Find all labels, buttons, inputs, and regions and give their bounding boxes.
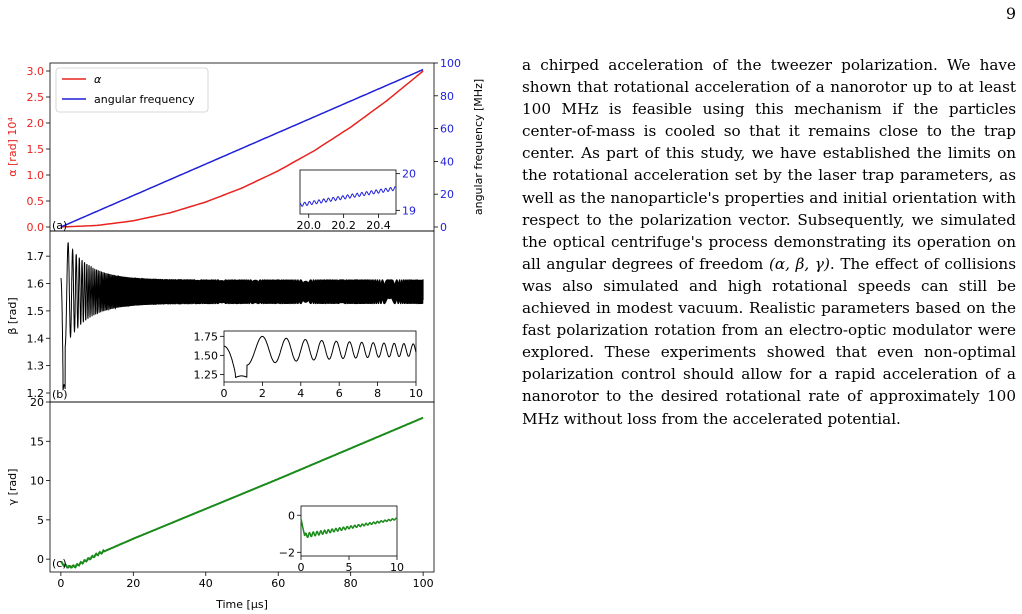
body-paragraph: a chirped acceleration of the tweezer po…: [522, 54, 1016, 430]
panel-c-x-ticks: 0 20 40 60 80 100: [57, 572, 434, 590]
panel-a-label: (a): [52, 219, 67, 232]
panel-a-inset-x-tick-label: 20.2: [331, 219, 356, 232]
body-text-2: . The effect of collisions was also simu…: [522, 254, 1016, 428]
panel-b-inset-line: [223, 335, 417, 378]
panel-c-inset-x-ticks: 0 5 10: [298, 556, 404, 574]
panel-b-y-tick-label: 1.7: [27, 250, 45, 263]
panel-b-inset: 0 2 4 6 8 10 1.25 1.50 1.75: [194, 330, 424, 400]
panel-c-x-tick-label: 100: [413, 577, 434, 590]
panel-b-y-tick-label: 1.6: [27, 278, 45, 291]
panel-b-inset-y-ticks: 1.25 1.50 1.75: [194, 330, 224, 381]
panel-b-inset-x-tick-label: 6: [336, 387, 343, 400]
panel-c-x-tick-label: 0: [57, 577, 64, 590]
x-axis-label: Time [μs]: [215, 598, 268, 611]
panel-a-y-right-tick-label: 100: [440, 57, 461, 70]
panel-c-inset-y-tick-label: −2: [279, 546, 295, 559]
panel-a-y-right-tick-label: 80: [440, 90, 454, 103]
panel-b-y-ticks: 1.2 1.3 1.4 1.5 1.6 1.7: [27, 250, 50, 400]
panel-b-inset-frame: [223, 330, 417, 383]
panel-c-frame: [49, 401, 435, 573]
legend-box: [55, 67, 209, 113]
page-number: 9: [1005, 4, 1016, 23]
panel-c-inset-x-tick-label: 5: [346, 561, 353, 574]
panel-a-y-tick-label: 1.0: [27, 169, 45, 182]
panel-b-y-tick-label: 1.4: [27, 332, 45, 345]
panel-a-inset-x-tick-label: 20.4: [366, 219, 391, 232]
panel-c-x-tick-label: 40: [199, 577, 213, 590]
panel-c-x-tick-label: 80: [344, 577, 358, 590]
panel-a-y-tick-label: 3.0: [27, 65, 45, 78]
panel-a-series: [60, 68, 424, 228]
panel-a-y-ticks-right: 0 20 40 60 80 100: [434, 57, 461, 234]
gamma-series-line: [60, 416, 424, 569]
panel-b-series: [60, 241, 424, 391]
panel-b-inset-x-tick-label: 0: [221, 387, 228, 400]
panel-c-y-ticks: 0 5 10 15 20: [30, 396, 50, 566]
panel-c-y-tick-label: 15: [30, 435, 44, 448]
panel-a-inset-y-tick-label: 20: [402, 168, 416, 181]
panel-b-label: (b): [52, 388, 68, 401]
panel-b-y-tick-label: 1.3: [27, 360, 45, 373]
panel-b-inset-x-tick-label: 2: [259, 387, 266, 400]
panel-c-x-tick-label: 20: [126, 577, 140, 590]
panel-a-y-label-right: angular frequency [MHz]: [472, 79, 485, 215]
panel-b-y-label: β [rad]: [6, 297, 19, 334]
freq-series-line: [60, 68, 424, 228]
body-text-1: a chirped acceleration of the tweezer po…: [522, 56, 1016, 273]
panel-a-y-right-tick-label: 20: [440, 188, 454, 201]
panel-a-y-tick-label: 0.5: [27, 195, 45, 208]
panel-b-inset-y-tick-label: 1.75: [194, 330, 219, 343]
panel-c-inset-y-tick-label: 0: [288, 509, 295, 522]
panel-b-inset-x-tick-label: 10: [409, 387, 423, 400]
panel-c-y-tick-label: 0: [37, 553, 44, 566]
panel-c-series: [60, 416, 424, 569]
panel-b-y-tick-label: 1.5: [27, 305, 45, 318]
panel-c-inset-line: [300, 517, 398, 539]
legend-alpha-label: α: [94, 73, 102, 86]
panel-a-y-tick-label: 0.0: [27, 221, 45, 234]
panel-b-inset-x-tick-label: 8: [374, 387, 381, 400]
beta-series-line: [60, 241, 424, 391]
legend: α angular frequency: [55, 67, 209, 113]
panel-a-y-tick-label: 2.0: [27, 117, 45, 130]
panel-a-inset-x-ticks: 20.0 20.2 20.4: [296, 214, 391, 232]
panel-a-y-tick-label: 1.5: [27, 143, 45, 156]
panel-b-inset-x-ticks: 0 2 4 6 8 10: [221, 382, 423, 400]
panel-a-y-tick-label: 2.5: [27, 91, 45, 104]
panel-b-inset-y-tick-label: 1.25: [194, 368, 219, 381]
panel-a-inset-x-tick-label: 20.0: [296, 219, 321, 232]
panel-c-inset-x-tick-label: 0: [298, 561, 305, 574]
panel-c-inset-x-tick-label: 10: [390, 561, 404, 574]
alpha-series-line: [60, 70, 424, 228]
panel-a-y-ticks: 0.0 0.5 1.0 1.5 2.0 2.5 3.0: [27, 65, 50, 234]
panel-b-inset-y-tick-label: 1.50: [194, 349, 219, 362]
body-text-math: (α, β, γ): [768, 254, 830, 273]
panel-a-inset-frame: [299, 169, 397, 215]
panel-a-inset-line: [299, 186, 396, 208]
panel-c-inset-frame: [300, 505, 398, 557]
panel-c-y-tick-label: 10: [30, 475, 44, 488]
legend-freq-label: angular frequency: [94, 93, 195, 106]
panel-c-y-tick-label: 5: [37, 514, 44, 527]
panel-c-y-label: γ [rad]: [6, 469, 19, 506]
panel-c-inset: 0 5 10 −20: [279, 505, 404, 574]
panel-c-x-tick-label: 60: [271, 577, 285, 590]
panel-b-inset-x-tick-label: 4: [297, 387, 304, 400]
panel-a-inset-y-tick-label: 19: [402, 204, 416, 217]
panel-b-y-tick-label: 1.2: [27, 387, 45, 400]
panel-c-inset-y-ticks: −2 0: [279, 509, 301, 559]
panel-a-y-label: α [rad] 10⁴: [6, 117, 19, 177]
panel-a-y-right-tick-label: 0: [440, 221, 447, 234]
panel-c-label: (c): [52, 557, 67, 570]
panel-c-y-tick-label: 20: [30, 396, 44, 409]
panel-a-y-right-tick-label: 60: [440, 123, 454, 136]
panel-a-y-right-tick-label: 40: [440, 155, 454, 168]
